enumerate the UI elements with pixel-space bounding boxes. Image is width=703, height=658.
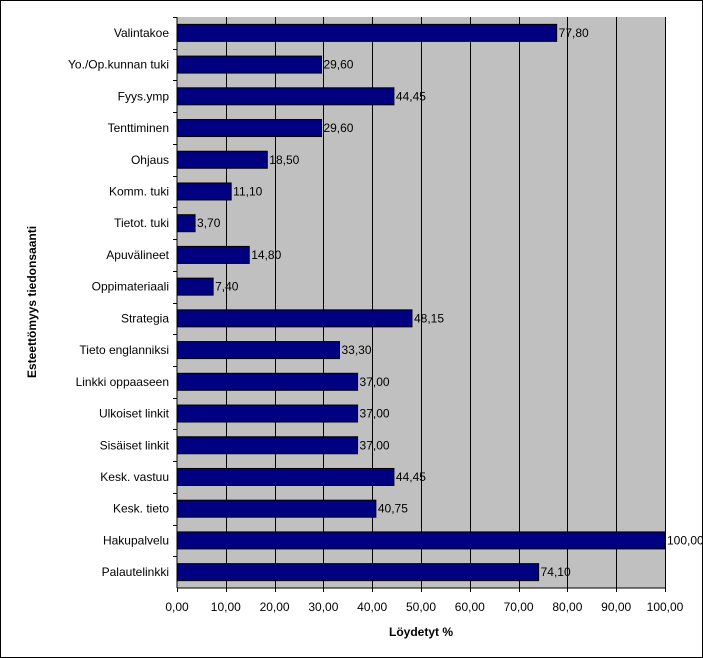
- x-tick-label: 30,00: [308, 600, 338, 614]
- bars: [176, 23, 666, 582]
- x-tick-label: 80,00: [552, 600, 582, 614]
- category-label: Palautelinkki: [102, 565, 169, 579]
- bar-value-label: 44,45: [396, 89, 426, 103]
- x-tick-label: 70,00: [504, 600, 534, 614]
- bar: [176, 467, 395, 486]
- x-tick-label: 60,00: [455, 600, 485, 614]
- category-label: Kesk. tieto: [113, 502, 169, 516]
- x-tick-label: 10,00: [211, 600, 241, 614]
- x-axis-title: Löydetyt %: [389, 625, 453, 639]
- bar: [176, 436, 359, 455]
- bar-value-label: 29,60: [323, 58, 353, 72]
- category-label: Linkki oppaaseen: [76, 375, 169, 389]
- bar: [176, 87, 395, 106]
- bar-value-label: 100,00: [667, 533, 702, 547]
- category-label: Tieto englanniksi: [79, 343, 169, 357]
- x-tick-label: 90,00: [601, 600, 631, 614]
- bar: [176, 563, 540, 582]
- x-tick-label: 20,00: [260, 600, 290, 614]
- category-label: Ohjaus: [131, 153, 169, 167]
- bar-value-label: 11,10: [233, 184, 262, 198]
- bar-value-label: 18,50: [269, 153, 299, 167]
- category-label: Ulkoiset linkit: [99, 407, 170, 421]
- bar-value-label: 74,10: [541, 565, 571, 579]
- bar-value-label: 44,45: [396, 470, 426, 484]
- bar: [176, 150, 268, 169]
- bar-value-label: 77,80: [559, 26, 589, 40]
- category-label: Oppimateriaali: [92, 280, 169, 294]
- bar: [176, 309, 413, 328]
- bar-value-label: 40,75: [378, 502, 408, 516]
- category-label: Yo./Op.kunnan tuki: [68, 58, 169, 72]
- x-tick-label: 100,00: [647, 600, 684, 614]
- x-tick-label: 40,00: [357, 600, 387, 614]
- y-axis-title: Esteettömyys tiedonsaanti: [25, 226, 39, 378]
- bar-value-label: 37,00: [360, 407, 390, 421]
- category-label: Valintakoe: [114, 26, 169, 40]
- bar-value-label: 48,15: [414, 311, 444, 325]
- bar: [176, 372, 359, 391]
- category-label: Hakupalvelu: [103, 533, 169, 547]
- bar-value-label: 33,30: [342, 343, 372, 357]
- x-tick-label: 0,00: [165, 600, 189, 614]
- bar: [176, 214, 196, 233]
- category-label: Fyys.ymp: [118, 89, 170, 103]
- bar: [176, 182, 232, 201]
- bar: [176, 499, 377, 518]
- bar: [176, 341, 341, 360]
- bar: [176, 277, 214, 296]
- bar-value-label: 29,60: [323, 121, 353, 135]
- category-label: Kesk. vastuu: [100, 470, 169, 484]
- category-label: Sisäiset linkit: [100, 438, 170, 452]
- bar: [176, 404, 359, 423]
- data-labels: 77,80 29,60 44,45 29,60 18,50 11,10 3,70 14,80 7…: [197, 26, 702, 579]
- x-tick-label: 50,00: [406, 600, 436, 614]
- bar-value-label: 7,40: [215, 280, 239, 294]
- bar: [176, 119, 322, 138]
- x-axis-ticks: 0,00 10,00 20,00 30,00 40,00 50,00 60,00 70,00 8…: [165, 588, 684, 614]
- category-label: Strategia: [121, 311, 169, 325]
- category-label: Tietot. tuki: [114, 216, 169, 230]
- category-label: Apuvälineet: [106, 248, 169, 262]
- category-label: Komm. tuki: [109, 184, 169, 198]
- category-label: Tenttiminen: [108, 121, 169, 135]
- bar-value-label: 14,80: [251, 248, 281, 262]
- category-labels: Valintakoe Yo./Op.kunnan tuki Fyys.ymp Tent…: [68, 17, 177, 579]
- bar-value-label: 37,00: [360, 375, 390, 389]
- bar: [176, 245, 250, 264]
- bar: [176, 55, 322, 74]
- bar: [176, 531, 666, 550]
- bar-value-label: 37,00: [360, 438, 390, 452]
- gridlines: [226, 17, 666, 588]
- bar-value-label: 3,70: [197, 216, 221, 230]
- bar: [176, 23, 558, 42]
